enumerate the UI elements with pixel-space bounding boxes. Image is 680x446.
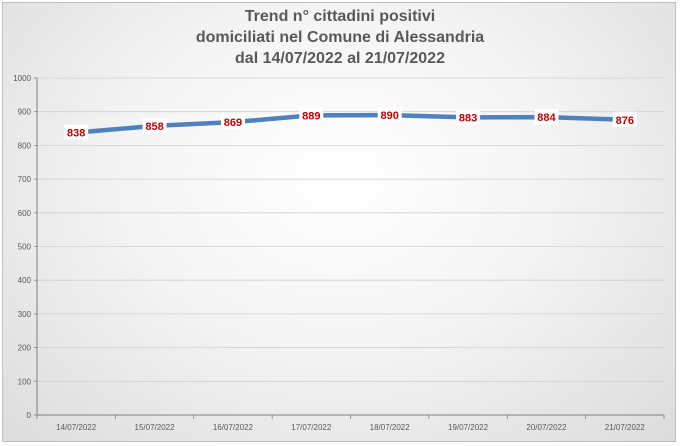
data-label-box [64, 124, 89, 140]
data-label-box [377, 107, 402, 123]
series [73, 112, 628, 135]
y-tick-label: 1000 [13, 74, 31, 83]
y-tick-label: 500 [18, 243, 32, 252]
chart-area [2, 2, 676, 442]
data-label-text: 858 [145, 121, 163, 133]
x-tick-label: 21/07/2022 [605, 423, 646, 432]
y-tick-label: 100 [18, 377, 32, 386]
data-label-box [299, 107, 324, 123]
data-label: 876 [612, 111, 637, 127]
data-label-text: 884 [537, 112, 556, 124]
x-tick-label: 18/07/2022 [370, 423, 411, 432]
y-tick-label: 0 [27, 411, 32, 420]
data-label-text: 890 [381, 110, 399, 122]
y-tick-label: 300 [18, 310, 32, 319]
data-labels: 838 858 869 889 890 883 884 876 [64, 107, 637, 140]
data-label-text: 883 [459, 112, 477, 124]
data-label-box [220, 114, 245, 130]
data-label: 890 [377, 107, 402, 123]
data-label: 869 [220, 114, 245, 130]
data-label: 889 [299, 107, 324, 123]
data-label: 883 [456, 109, 481, 125]
chart-title-line-1: Trend n° cittadini positivi [244, 8, 436, 25]
x-tick-label: 17/07/2022 [291, 423, 332, 432]
y-tick-label: 900 [18, 108, 32, 117]
y-tick-label: 600 [18, 209, 32, 218]
x-tick-label: 20/07/2022 [526, 423, 567, 432]
data-label-text: 838 [67, 128, 85, 140]
data-label: 858 [142, 117, 167, 133]
data-label-text: 869 [224, 117, 242, 129]
y-tick-label: 200 [18, 344, 32, 353]
data-label: 884 [534, 109, 559, 125]
data-label-box [142, 117, 167, 133]
gridlines [37, 77, 664, 382]
y-tick-label: 400 [18, 276, 32, 285]
x-tick-label: 16/07/2022 [213, 423, 254, 432]
data-label: 838 [64, 124, 89, 140]
x-tick-label: 19/07/2022 [448, 423, 489, 432]
axes: 0 100 200 300 400 500 600 700 800 900 1000 14/07/20… [13, 74, 665, 432]
chart-title: Trend n° cittadini positivi domiciliati … [0, 6, 680, 69]
chart-title-line-3: dal 14/07/2022 al 21/07/2022 [235, 50, 445, 67]
chart-title-line-2: domiciliati nel Comune di Alessandria [195, 29, 485, 46]
data-label-text: 889 [302, 110, 320, 122]
data-label-box [534, 109, 559, 125]
series-line [73, 112, 628, 135]
x-tick-label: 15/07/2022 [135, 423, 176, 432]
data-label-box [612, 111, 637, 127]
y-tick-label: 700 [18, 175, 32, 184]
data-label-text: 876 [616, 115, 634, 127]
x-tick-label: 14/07/2022 [56, 423, 97, 432]
y-tick-label: 800 [18, 141, 32, 150]
data-label-box [456, 109, 481, 125]
